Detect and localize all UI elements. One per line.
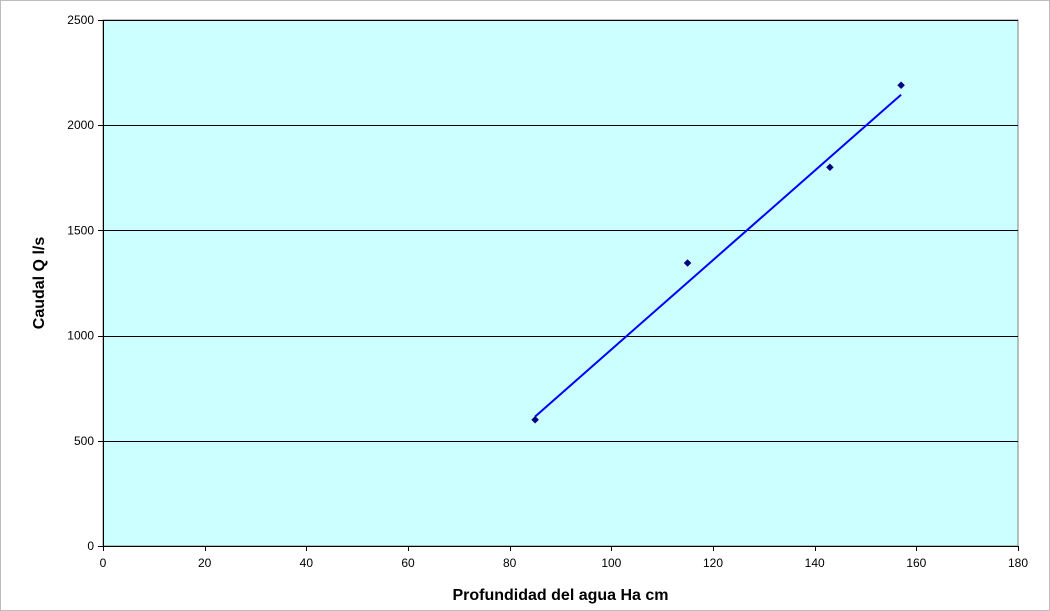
y-tick-label-5: 2500: [67, 13, 94, 27]
x-tick-label-9: 180: [1008, 556, 1028, 570]
y-tick-labels: 0 500 1000 1500 2000 2500: [67, 13, 94, 553]
x-tick-label-4: 80: [503, 556, 517, 570]
y-axis-title: Caudal Q l/s: [31, 237, 48, 330]
marks: [531, 81, 905, 424]
x-tick-label-3: 60: [401, 556, 415, 570]
y-tick-label-2: 1000: [67, 329, 94, 343]
x-tick-labels: 0 20 40 60 80 100 120 140 160 180: [100, 556, 1029, 570]
data-point-0: [531, 415, 539, 424]
x-tick-label-0: 0: [100, 556, 107, 570]
data-point-3: [897, 81, 905, 90]
trendline: [534, 93, 902, 418]
x-tick-label-8: 160: [906, 556, 926, 570]
data-point-2: [826, 163, 834, 172]
x-axis-title: Profundidad del agua Ha cm: [452, 587, 668, 604]
x-tick-label-5: 100: [601, 556, 621, 570]
grid-lines: [103, 20, 1018, 442]
axes: [98, 20, 1019, 551]
y-tick-label-3: 1500: [67, 223, 94, 237]
y-tick-label-1: 500: [74, 434, 94, 448]
y-tick-label-0: 0: [87, 539, 94, 553]
x-tick-label-2: 40: [300, 556, 314, 570]
data-point-1: [683, 259, 692, 267]
y-tick-label-4: 2000: [67, 118, 94, 132]
x-tick-label-7: 140: [805, 556, 825, 570]
x-tick-label-6: 120: [703, 556, 723, 570]
plot-area: [102, 19, 1019, 547]
x-tick-label-1: 20: [198, 556, 212, 570]
